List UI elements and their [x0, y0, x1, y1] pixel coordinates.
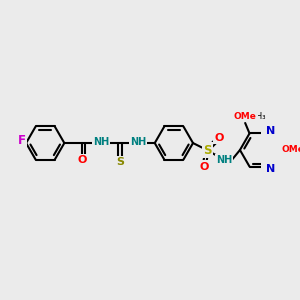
- Text: N: N: [266, 126, 275, 136]
- Text: CH₃: CH₃: [250, 112, 266, 121]
- Text: O: O: [239, 111, 248, 121]
- Text: O: O: [214, 133, 224, 143]
- Text: S: S: [203, 143, 212, 157]
- Text: OMe: OMe: [234, 112, 256, 121]
- Text: OMe: OMe: [282, 146, 300, 154]
- Text: F: F: [18, 134, 26, 147]
- Text: NH: NH: [130, 137, 146, 147]
- Text: N: N: [266, 164, 275, 174]
- Text: O: O: [200, 161, 209, 172]
- Text: NH: NH: [93, 137, 109, 147]
- Text: S: S: [116, 157, 124, 167]
- Text: NH: NH: [216, 155, 232, 165]
- Text: O: O: [77, 155, 86, 165]
